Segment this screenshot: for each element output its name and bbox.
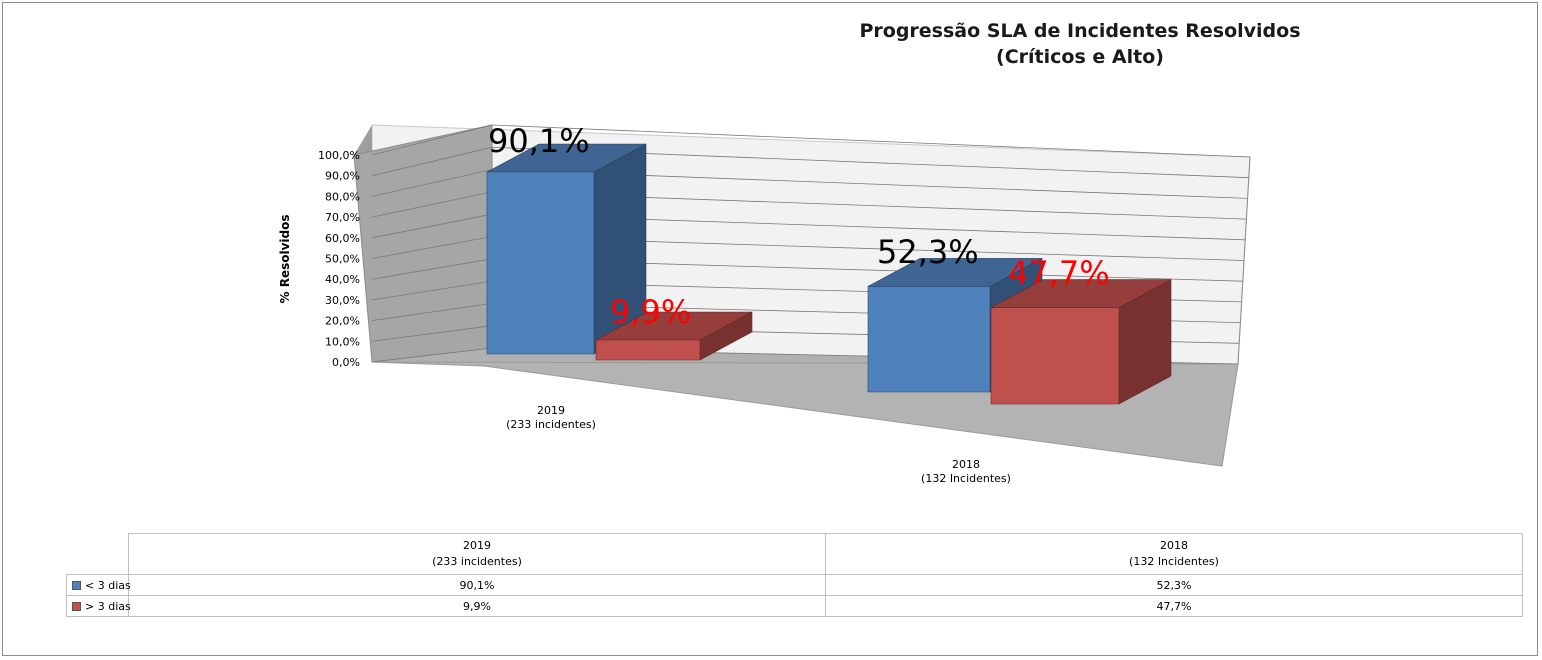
y-tick-label: 0,0% [332, 356, 360, 369]
gridline-side [371, 169, 493, 197]
gridline-side [371, 213, 493, 239]
bar-lt3-2018 [867, 286, 991, 393]
y-axis-title: % Resolvidos [278, 215, 292, 304]
category-label: (132 Incidentes) [921, 472, 1011, 485]
bar-gt3-2018 [990, 307, 1120, 405]
data-label: 90,1% [488, 122, 590, 160]
category-label: 2019 [537, 404, 565, 417]
y-tick-label: 40,0% [325, 273, 360, 286]
side-wall-panel [353, 124, 493, 363]
gridline-side [371, 325, 493, 342]
gridline-side [371, 236, 493, 259]
data-table-row: > 3 dias 9,9% 47,7% [66, 595, 1523, 617]
data-label: 9,9% [610, 293, 691, 331]
category-year: 2019 [463, 539, 491, 552]
data-table: 2019 (233 incidentes) 2018 (132 Incident… [66, 533, 1523, 617]
gridline-side [371, 280, 493, 301]
y-tick-label: 20,0% [325, 315, 360, 328]
gridline-back [491, 124, 1251, 158]
category-year: 2018 [1160, 539, 1188, 552]
legend-entry: > 3 dias [66, 595, 131, 617]
gridline-side [371, 124, 493, 156]
gridline-side [371, 303, 493, 321]
chart-title-line-1: Progressão SLA de Incidentes Resolvidos [859, 20, 1301, 42]
gridline-side [371, 146, 493, 177]
data-label: 47,7% [1008, 254, 1110, 292]
gridline-side [371, 347, 493, 363]
bar-gt3-2019 [595, 339, 701, 361]
legend-entry: < 3 dias [66, 574, 131, 596]
data-table-header-row: 2019 (233 incidentes) 2018 (132 Incident… [66, 533, 1523, 575]
y-tick-label: 60,0% [325, 232, 360, 245]
chart-title-line-2: (Críticos e Alto) [996, 46, 1164, 68]
y-tick-label: 100,0% [318, 149, 360, 162]
data-table-cell: 52,3% [825, 574, 1523, 596]
category-count: (132 Incidentes) [1129, 555, 1219, 568]
legend-swatch-blue [72, 581, 81, 590]
y-tick-label: 50,0% [325, 253, 360, 266]
bar-lt3-2019 [486, 171, 595, 355]
y-tick-label: 70,0% [325, 211, 360, 224]
bar-chart-3d: 0,0% 10,0% 20,0% 30,0% 40,0% 50,0% 60,0% 70,0% 8… [278, 122, 1251, 485]
data-label: 52,3% [877, 233, 979, 271]
data-table-header-cell: 2018 (132 Incidentes) [825, 533, 1523, 575]
gridline-side [371, 258, 493, 280]
y-tick-label: 90,0% [325, 170, 360, 183]
data-table-cell: 47,7% [825, 595, 1523, 617]
data-table-row: < 3 dias 90,1% 52,3% [66, 574, 1523, 596]
category-label: (233 incidentes) [506, 418, 596, 431]
legend-label: > 3 dias [85, 599, 131, 613]
legend-swatch-red [72, 602, 81, 611]
y-tick-label: 80,0% [325, 190, 360, 203]
data-table-cell: 90,1% [128, 574, 826, 596]
data-table-header-cell: 2019 (233 incidentes) [128, 533, 826, 575]
back-wall-edge [1237, 156, 1251, 365]
chart-title: Progressão SLA de Incidentes Resolvidos … [700, 18, 1460, 70]
data-table-cell: 9,9% [128, 595, 826, 617]
data-table-corner [66, 533, 129, 575]
y-tick-label: 30,0% [325, 294, 360, 307]
category-count: (233 incidentes) [432, 555, 522, 568]
y-tick-label: 10,0% [325, 335, 360, 348]
legend-label: < 3 dias [85, 578, 131, 592]
gridline-side [371, 191, 493, 218]
category-label: 2018 [952, 458, 980, 471]
